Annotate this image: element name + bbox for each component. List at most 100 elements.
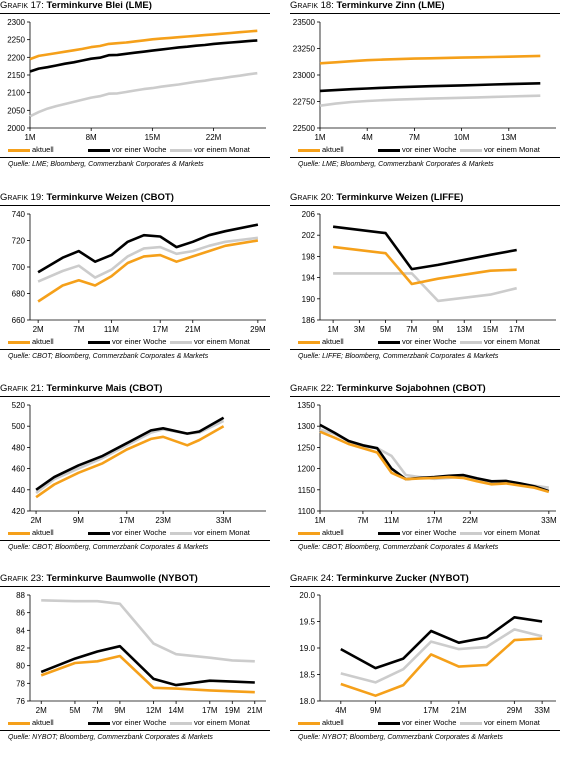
top-rule <box>0 396 270 397</box>
chart-title: Grafik 21: Terminkurve Mais (CBOT) <box>0 383 162 394</box>
legend-swatch <box>170 532 192 535</box>
series-line-monat <box>37 236 259 283</box>
x-tick-label: 9M <box>114 706 125 715</box>
chart-title-text: Terminkurve Weizen (LIFFE) <box>333 192 464 203</box>
legend-label: vor einem Monat <box>194 337 250 346</box>
x-tick-label: 3M <box>354 325 365 334</box>
bottom-rule <box>290 349 560 350</box>
series-line-aktuell <box>37 239 259 303</box>
bottom-rule <box>290 157 560 158</box>
series-line-monat <box>333 272 518 303</box>
x-tick-label: 33M <box>534 706 550 715</box>
y-tick-label: 2000 <box>7 124 25 133</box>
chart-title-text: Terminkurve Sojabohnen (CBOT) <box>333 383 486 394</box>
x-tick-label: 4M <box>335 706 346 715</box>
y-tick-label: 198 <box>302 252 316 261</box>
series-line-aktuell <box>29 29 258 61</box>
series-line-woche <box>37 223 259 274</box>
bottom-rule <box>0 540 270 541</box>
x-tick-label: 1M <box>314 516 325 525</box>
chart-svg: 1100 1150 1200 1250 1300 1350 1M 7M 11M 17M 22M 33M <box>297 401 557 525</box>
y-tick-label: 440 <box>12 486 26 495</box>
source-note: Quelle: NYBOT; Bloomberg, Commerzbank Co… <box>298 734 503 741</box>
y-tick-label: 20.0 <box>299 591 315 600</box>
chart-svg: 420 440 460 480 500 520 2M 9M 17M 23M 33M <box>12 401 266 525</box>
top-rule <box>0 205 270 206</box>
bottom-rule <box>0 157 270 158</box>
legend-label: aktuell <box>32 145 54 154</box>
x-tick-label: 1M <box>24 133 35 142</box>
bottom-rule <box>290 730 560 731</box>
x-tick-label: 1M <box>314 133 325 142</box>
y-tick-label: 1150 <box>298 486 316 495</box>
legend-swatch <box>378 341 400 344</box>
legend-label: aktuell <box>322 145 344 154</box>
x-tick-label: 9M <box>432 325 443 334</box>
x-tick-label: 17M <box>202 706 218 715</box>
chart-title-text: Terminkurve Blei (LME) <box>43 0 152 11</box>
chart-panel: Grafik 18: Terminkurve Zinn (LME) 22500 22… <box>290 0 560 185</box>
x-tick-label: 12M <box>146 706 162 715</box>
legend-label: aktuell <box>32 718 54 727</box>
x-tick-label: 22M <box>206 133 222 142</box>
y-tick-label: 23500 <box>293 18 316 27</box>
series-line-woche <box>319 82 541 93</box>
x-tick-label: 2M <box>33 325 44 334</box>
legend-swatch <box>88 149 110 152</box>
y-tick-label: 80 <box>16 662 25 671</box>
legend-label: vor einem Monat <box>194 528 250 537</box>
legend-label: vor einer Woche <box>402 718 457 727</box>
x-tick-label: 21M <box>451 706 467 715</box>
chart-title: Grafik 20: Terminkurve Weizen (LIFFE) <box>290 192 463 203</box>
chart-label: Grafik 18: <box>290 0 334 11</box>
legend-label: vor einem Monat <box>194 145 250 154</box>
y-tick-label: 1300 <box>297 422 315 431</box>
series-line-woche <box>319 423 550 493</box>
chart-label: Grafik 23: <box>0 573 44 584</box>
source-note: Quelle: CBOT; Bloomberg, Commerzbank Cor… <box>298 544 499 551</box>
series-line-aktuell <box>332 245 517 286</box>
source-note: Quelle: CBOT; Bloomberg, Commerzbank Cor… <box>8 544 209 551</box>
x-tick-label: 2M <box>36 706 47 715</box>
y-tick-label: 22750 <box>293 98 316 107</box>
chart-title: Grafik 19: Terminkurve Weizen (CBOT) <box>0 192 174 203</box>
x-tick-label: 7M <box>409 133 420 142</box>
source-note: Quelle: NYBOT; Bloomberg, Commerzbank Co… <box>8 734 213 741</box>
top-rule <box>290 205 560 206</box>
chart-label: Grafik 20: <box>290 192 334 203</box>
series-line-monat <box>319 94 541 107</box>
legend-swatch <box>460 149 482 152</box>
chart-svg: 22500 22750 23000 23250 23500 1M 4M 7M 10M 13M <box>293 18 556 142</box>
x-tick-label: 7M <box>92 706 103 715</box>
y-tick-label: 18.5 <box>299 671 315 680</box>
legend-label: aktuell <box>32 337 54 346</box>
legend-label: vor einer Woche <box>402 337 457 346</box>
source-note: Quelle: LIFFE; Bloomberg, Commerzbank Co… <box>298 353 499 360</box>
chart-svg: 2000 2050 2100 2150 2200 2250 2300 1M 8M 15M 22M <box>7 18 266 142</box>
top-rule <box>0 586 270 587</box>
legend-label: aktuell <box>322 718 344 727</box>
x-tick-label: 11M <box>384 516 399 525</box>
legend-label: vor einer Woche <box>402 145 457 154</box>
legend-swatch <box>460 341 482 344</box>
source-note: Quelle: CBOT; Bloomberg, Commerzbank Cor… <box>8 353 209 360</box>
x-tick-label: 7M <box>357 516 368 525</box>
x-tick-label: 14M <box>168 706 184 715</box>
y-tick-label: 500 <box>12 422 26 431</box>
y-tick-label: 194 <box>302 274 316 283</box>
y-tick-label: 1250 <box>297 443 315 452</box>
chart-title: Grafik 24: Terminkurve Zucker (NYBOT) <box>290 573 469 584</box>
legend-label: vor einem Monat <box>484 337 540 346</box>
y-tick-label: 740 <box>12 210 26 219</box>
x-tick-label: 7M <box>73 325 84 334</box>
top-rule <box>290 586 560 587</box>
series-line-aktuell <box>35 425 225 499</box>
chart-title: Grafik 18: Terminkurve Zinn (LME) <box>290 0 445 11</box>
series-line-woche <box>40 644 255 687</box>
x-tick-label: 5M <box>380 325 391 334</box>
x-tick-label: 8M <box>86 133 97 142</box>
x-tick-label: 11M <box>104 325 119 334</box>
chart-title-text: Terminkurve Mais (CBOT) <box>43 383 163 394</box>
legend-swatch <box>170 149 192 152</box>
legend-swatch <box>298 149 320 152</box>
